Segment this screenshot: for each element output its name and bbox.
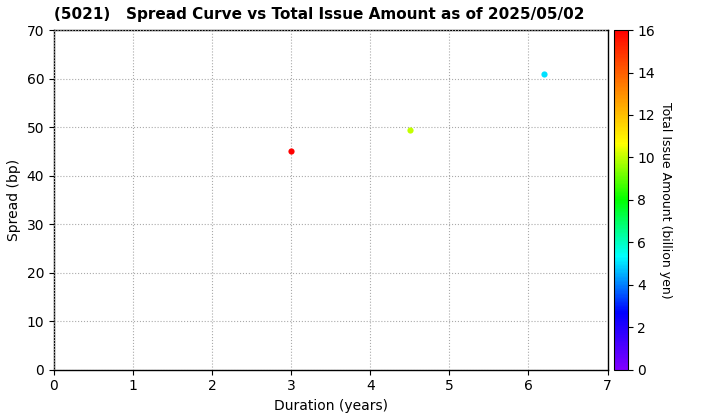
Point bbox=[539, 71, 550, 77]
Point bbox=[285, 148, 297, 155]
X-axis label: Duration (years): Duration (years) bbox=[274, 399, 387, 413]
Point bbox=[404, 126, 415, 133]
Y-axis label: Spread (bp): Spread (bp) bbox=[7, 159, 21, 241]
Y-axis label: Total Issue Amount (billion yen): Total Issue Amount (billion yen) bbox=[659, 102, 672, 298]
Text: (5021)   Spread Curve vs Total Issue Amount as of 2025/05/02: (5021) Spread Curve vs Total Issue Amoun… bbox=[54, 7, 585, 22]
